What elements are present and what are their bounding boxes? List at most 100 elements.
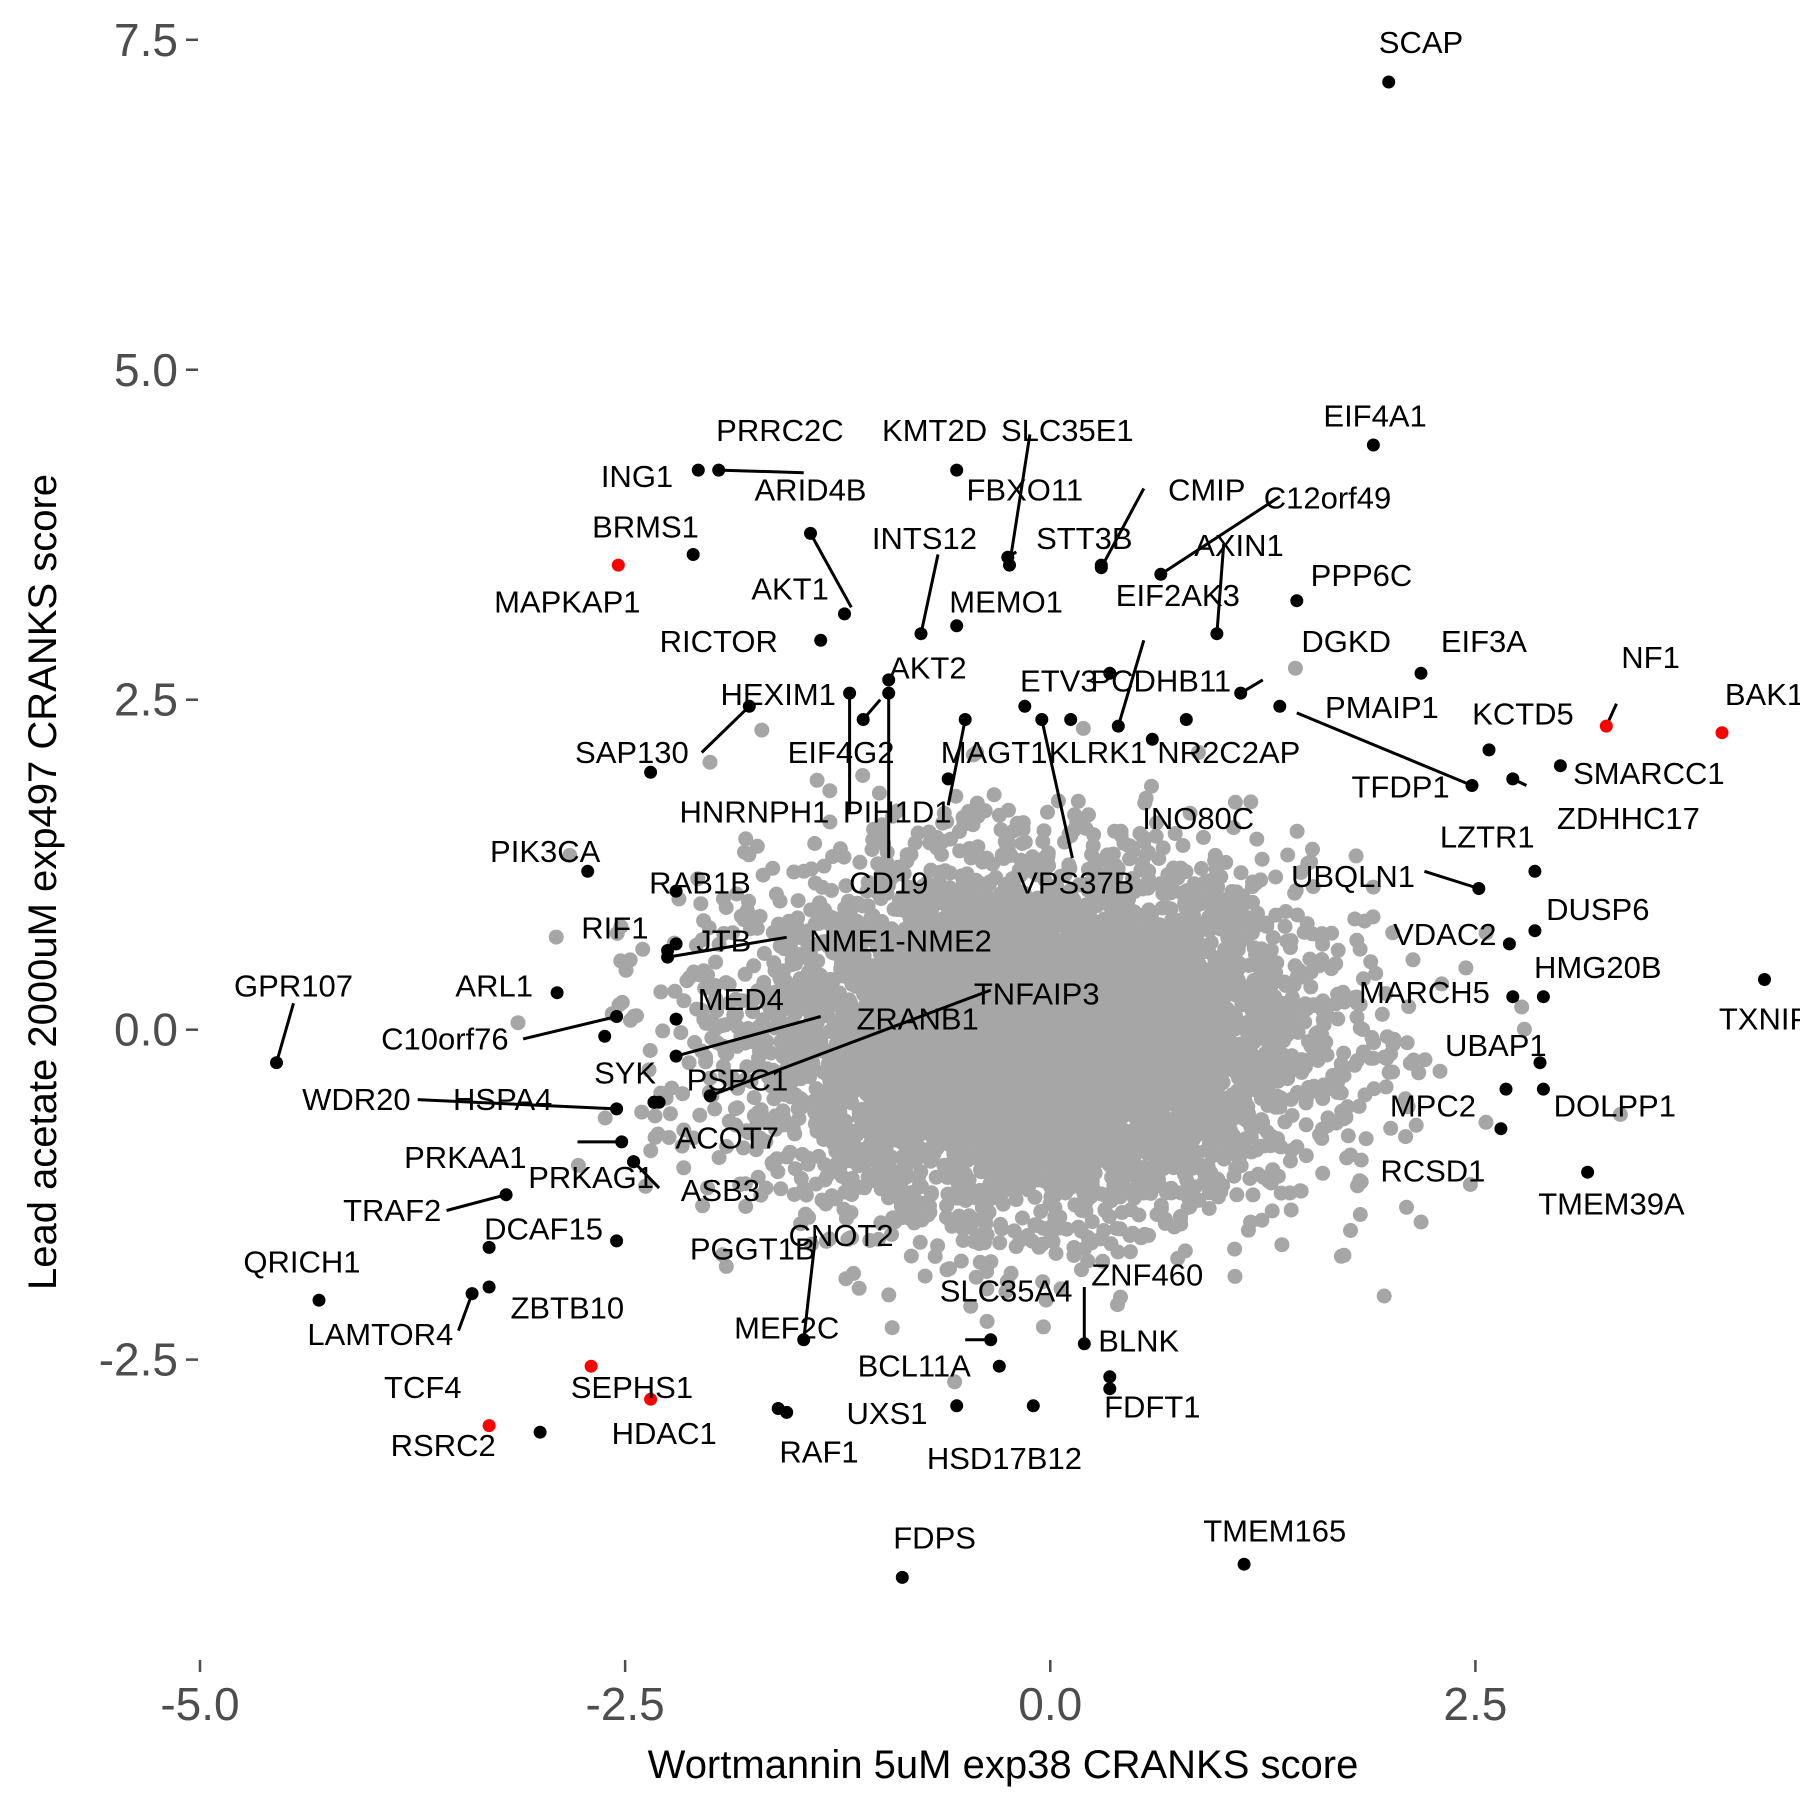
- background-point: [1305, 879, 1321, 895]
- background-point: [1040, 804, 1055, 820]
- background-point: [746, 958, 762, 974]
- background-point: [1014, 836, 1030, 851]
- background-point: [1458, 960, 1474, 976]
- background-point: [1229, 1187, 1245, 1203]
- background-point: [1282, 1153, 1298, 1169]
- background-point: [1035, 1319, 1051, 1335]
- background-point: [1330, 942, 1346, 958]
- background-point: [718, 900, 734, 915]
- background-point: [992, 1235, 1008, 1251]
- background-point: [979, 850, 995, 866]
- background-point: [1349, 1009, 1365, 1025]
- background-point: [1248, 875, 1264, 891]
- background-point: [707, 1101, 723, 1117]
- background-point: [1411, 1065, 1427, 1081]
- background-point: [618, 962, 634, 978]
- background-point: [754, 722, 770, 738]
- background-point: [790, 893, 806, 909]
- background-point: [1095, 1253, 1111, 1269]
- background-point: [1352, 1207, 1368, 1222]
- background-point: [676, 993, 692, 1009]
- background-point: [855, 768, 871, 783]
- background-point: [635, 941, 651, 957]
- background-point: [774, 963, 790, 979]
- background-point: [1006, 1223, 1022, 1239]
- background-point: [715, 1247, 731, 1263]
- background-point: [655, 1023, 671, 1039]
- background-point: [1075, 720, 1091, 736]
- background-point: [1413, 1214, 1429, 1230]
- background-point: [719, 1139, 735, 1154]
- background-point: [548, 929, 564, 945]
- background-point: [1298, 1117, 1314, 1133]
- background-point: [851, 1280, 867, 1296]
- background-point: [1363, 954, 1379, 970]
- background-point: [1355, 971, 1371, 987]
- background-point: [974, 1200, 990, 1216]
- background-point: [1349, 1053, 1365, 1069]
- background-point: [1185, 910, 1201, 926]
- background-point: [755, 867, 771, 883]
- background-point: [963, 1298, 979, 1314]
- background-point: [1233, 865, 1249, 881]
- background-point: [758, 1180, 774, 1196]
- background-point: [1399, 1035, 1415, 1051]
- background-point: [1353, 1152, 1369, 1168]
- background-point: [1357, 1087, 1373, 1103]
- background-point: [749, 920, 765, 936]
- background-point: [1383, 1120, 1399, 1136]
- background-point: [1254, 851, 1270, 867]
- background-point: [1478, 1114, 1494, 1130]
- background-point: [662, 1106, 678, 1122]
- background-point: [803, 861, 819, 877]
- background-point: [1131, 1207, 1147, 1223]
- background-point: [746, 1090, 762, 1106]
- background-point: [1245, 1187, 1261, 1203]
- background-point: [1048, 1245, 1064, 1261]
- background-point: [739, 1059, 755, 1075]
- background-point: [1358, 1131, 1374, 1147]
- background-point: [955, 1221, 971, 1237]
- background-point: [1340, 1128, 1356, 1144]
- background-point: [1148, 828, 1164, 844]
- background-point: [737, 844, 752, 860]
- background-point: [643, 1143, 659, 1159]
- background-point: [1008, 1239, 1024, 1255]
- background-point: [934, 847, 949, 862]
- background-point: [1376, 1288, 1392, 1304]
- background-point: [1381, 1064, 1397, 1080]
- background-point: [893, 1198, 909, 1214]
- background-point: [922, 1204, 938, 1220]
- background-point: [647, 1129, 663, 1145]
- background-point: [1306, 1078, 1322, 1094]
- background-point: [1303, 964, 1319, 980]
- background-point: [1200, 1158, 1216, 1174]
- background-point: [1242, 1171, 1258, 1186]
- background-point: [952, 823, 967, 839]
- background-point: [1328, 956, 1344, 972]
- background-point: [818, 1196, 834, 1212]
- background-point: [979, 1313, 995, 1329]
- background-point: [986, 787, 1002, 803]
- background-point: [881, 1287, 897, 1303]
- background-point: [1099, 847, 1115, 863]
- background-point: [1126, 1190, 1142, 1206]
- background-point: [647, 1108, 663, 1124]
- background-point: [1399, 1199, 1414, 1215]
- background-point: [510, 1015, 526, 1031]
- background-points: [510, 660, 1628, 1390]
- background-point: [884, 1226, 899, 1242]
- background-point: [1066, 1240, 1082, 1255]
- background-point: [1254, 1112, 1269, 1128]
- background-point: [1110, 1297, 1125, 1313]
- background-point: [773, 1181, 789, 1197]
- background-point: [1207, 853, 1223, 869]
- background-point: [884, 1320, 900, 1336]
- background-point: [786, 864, 802, 880]
- background-point: [800, 1156, 816, 1172]
- background-point: [638, 1178, 653, 1194]
- background-point: [1336, 1247, 1352, 1263]
- background-point: [1036, 823, 1052, 839]
- background-point: [752, 908, 768, 924]
